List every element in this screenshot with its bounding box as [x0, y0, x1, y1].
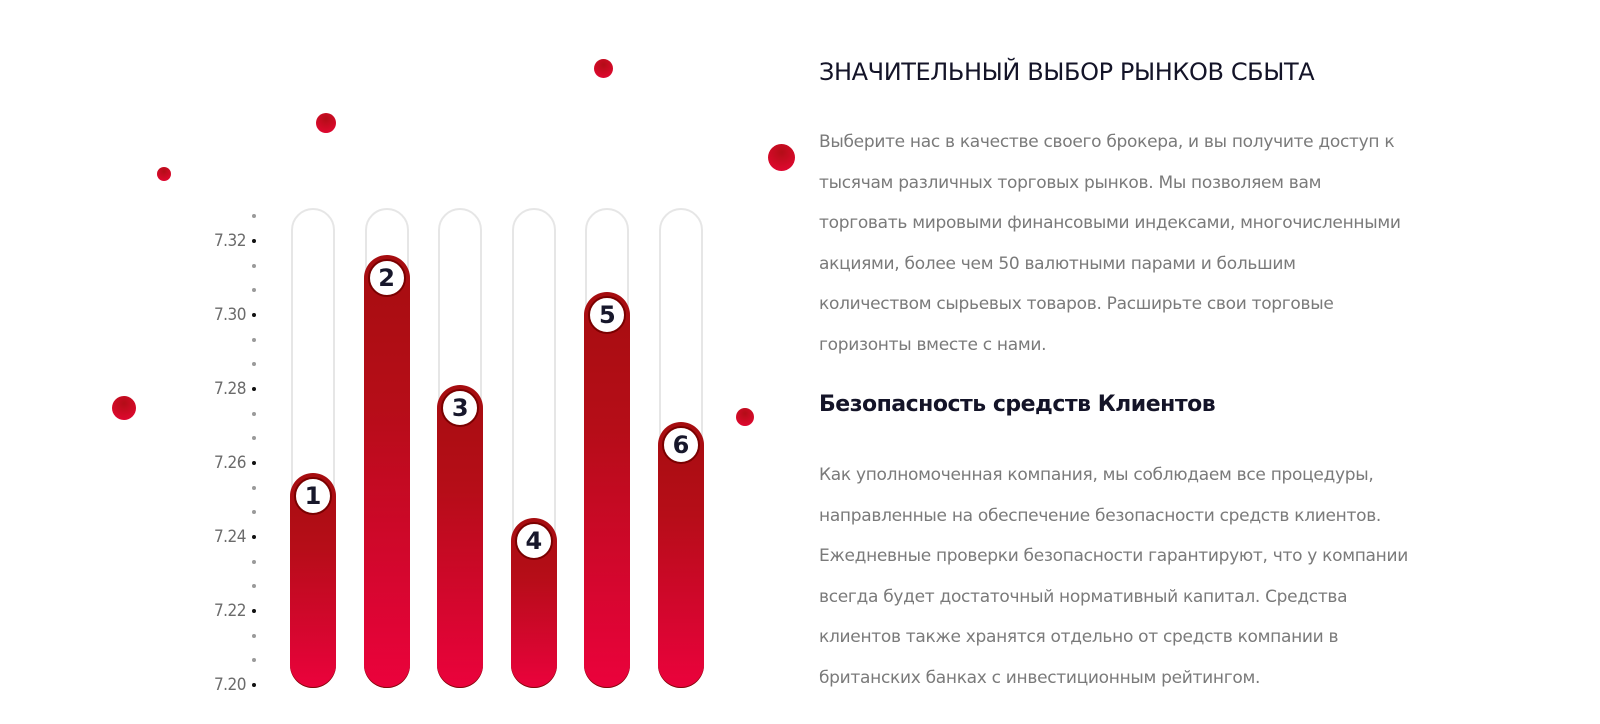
paragraph-line: британских банках с инвестиционным рейти… [819, 667, 1261, 688]
y-axis-label: 7.26 [213, 453, 247, 473]
paragraph-line: тысячам различных торговых рынков. Мы по… [819, 172, 1322, 193]
y-axis-label: 7.28 [213, 379, 247, 399]
bar-number-badge: 1 [294, 477, 332, 516]
axis-minor-tick [252, 337, 256, 342]
axis-minor-tick [252, 584, 256, 589]
bar-number-badge: 6 [662, 425, 700, 464]
paragraph-line: клиентов также хранятся отдельно от сред… [819, 627, 1339, 647]
markets-description: Выберите нас в качестве своего брокера, … [819, 122, 1539, 365]
axis-minor-tick [252, 362, 256, 367]
axis-minor-tick [252, 485, 256, 490]
paragraph-line: Как уполномоченная компания, мы соблюдае… [819, 465, 1374, 485]
section-title-markets: ЗНАЧИТЕЛЬНЫЙ ВЫБОР РЫНКОВ СБЫТА [819, 58, 1315, 86]
axis-minor-tick [252, 288, 256, 293]
paragraph-line: всегда будет достаточный нормативный кап… [819, 586, 1348, 607]
axis-minor-tick [252, 214, 256, 219]
paragraph-line: Ежедневные проверки безопасности гаранти… [819, 546, 1408, 566]
bar-number-badge: 4 [514, 521, 553, 560]
decorative-dot [316, 113, 336, 133]
axis-major-tick [252, 387, 256, 391]
axis-minor-tick [252, 658, 256, 663]
paragraph-line: акциями, более чем 50 валютными парами и… [819, 253, 1296, 274]
y-axis-label: 7.32 [213, 231, 247, 251]
bar-number-badge: 2 [367, 259, 406, 297]
decorative-dot [768, 144, 795, 171]
decorative-dot [594, 59, 613, 78]
bar-number-badge: 3 [441, 388, 480, 427]
y-axis-label: 7.30 [213, 305, 247, 325]
axis-major-tick [252, 313, 256, 317]
axis-minor-tick [252, 411, 256, 416]
section-title-client-funds: Безопасность средств Клиентов [819, 392, 1216, 417]
decorative-dot [736, 408, 754, 426]
axis-minor-tick [252, 559, 256, 564]
paragraph-line: Выберите нас в качестве своего брокера, … [819, 132, 1395, 152]
paragraph-line: торговать мировыми финансовыми индексами… [819, 213, 1401, 233]
decorative-dot [112, 396, 136, 420]
y-axis-label: 7.24 [213, 527, 247, 547]
decorative-dot [157, 167, 171, 181]
y-axis-label: 7.20 [213, 675, 247, 695]
bar-5 [584, 292, 631, 688]
axis-minor-tick [252, 436, 256, 441]
paragraph-line: количеством сырьевых товаров. Расширьте … [819, 294, 1334, 314]
client-funds-description: Как уполномоченная компания, мы соблюдае… [819, 455, 1539, 698]
axis-major-tick [252, 609, 256, 613]
bar-2 [363, 255, 410, 688]
axis-major-tick [252, 683, 256, 687]
paragraph-line: направленные на обеспечение безопасности… [819, 505, 1382, 526]
axis-minor-tick [252, 633, 256, 638]
paragraph-line: горизонты вместе с нами. [819, 334, 1047, 355]
axis-minor-tick [252, 510, 256, 515]
axis-major-tick [252, 535, 256, 539]
bar-3 [437, 384, 484, 688]
bar-6 [658, 421, 704, 688]
axis-minor-tick [252, 263, 256, 268]
axis-major-tick [252, 461, 256, 465]
bar-number-badge: 5 [588, 296, 627, 334]
y-axis-label: 7.22 [213, 601, 247, 621]
axis-major-tick [252, 239, 256, 243]
